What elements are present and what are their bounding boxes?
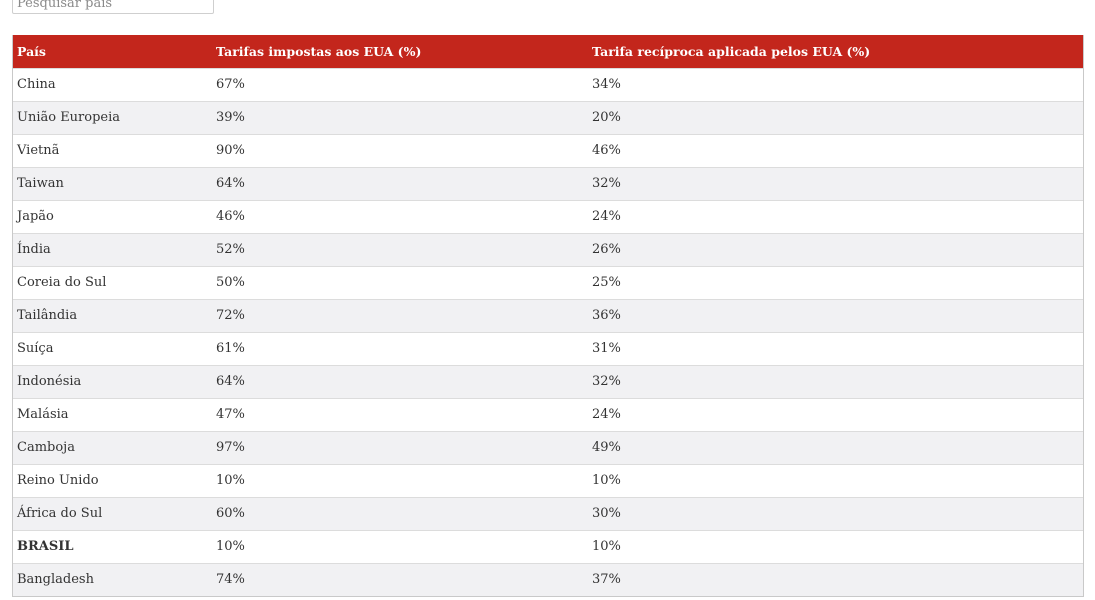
table-row: Reino Unido 10% 10% bbox=[13, 464, 1083, 497]
table-row: Japão 46% 24% bbox=[13, 200, 1083, 233]
cell-reciprocal-tariff: 30% bbox=[592, 506, 621, 521]
cell-imposed-tariff: 90% bbox=[216, 143, 245, 158]
table-row: Taiwan 64% 32% bbox=[13, 167, 1083, 200]
table-row: China 67% 34% bbox=[13, 68, 1083, 101]
cell-imposed-tariff: 60% bbox=[216, 506, 245, 521]
cell-reciprocal-tariff: 24% bbox=[592, 407, 621, 422]
cell-country: Reino Unido bbox=[17, 473, 99, 488]
table-row: Malásia 47% 24% bbox=[13, 398, 1083, 431]
table-header-row: País Tarifas impostas aos EUA (%) Tarifa… bbox=[13, 35, 1083, 68]
table-row: Suíça 61% 31% bbox=[13, 332, 1083, 365]
cell-country: África do Sul bbox=[17, 506, 103, 521]
cell-reciprocal-tariff: 46% bbox=[592, 143, 621, 158]
cell-country: Taiwan bbox=[17, 176, 64, 191]
cell-imposed-tariff: 64% bbox=[216, 374, 245, 389]
cell-reciprocal-tariff: 32% bbox=[592, 176, 621, 191]
cell-imposed-tariff: 46% bbox=[216, 209, 245, 224]
cell-reciprocal-tariff: 32% bbox=[592, 374, 621, 389]
cell-imposed-tariff: 47% bbox=[216, 407, 245, 422]
cell-imposed-tariff: 97% bbox=[216, 440, 245, 455]
table-row: BRASIL 10% 10% bbox=[13, 530, 1083, 563]
cell-imposed-tariff: 74% bbox=[216, 572, 245, 588]
cell-country: BRASIL bbox=[17, 539, 74, 554]
cell-reciprocal-tariff: 25% bbox=[592, 275, 621, 290]
table-body: China 67% 34% União Europeia 39% 20% Vietnã 90%… bbox=[13, 68, 1083, 596]
column-header-country[interactable]: País bbox=[17, 43, 46, 59]
cell-country: Malásia bbox=[17, 407, 69, 422]
column-header-imposed-tariff[interactable]: Tarifas impostas aos EUA (%) bbox=[216, 43, 422, 59]
cell-country: Coreia do Sul bbox=[17, 275, 107, 290]
cell-imposed-tariff: 50% bbox=[216, 275, 245, 290]
table-row: Tailândia 72% 36% bbox=[13, 299, 1083, 332]
cell-country: Bangladesh bbox=[17, 572, 94, 588]
cell-imposed-tariff: 67% bbox=[216, 77, 245, 92]
cell-reciprocal-tariff: 24% bbox=[592, 209, 621, 224]
table-row: Camboja 97% 49% bbox=[13, 431, 1083, 464]
cell-imposed-tariff: 72% bbox=[216, 308, 245, 323]
table-header: País Tarifas impostas aos EUA (%) Tarifa… bbox=[13, 35, 1083, 68]
cell-reciprocal-tariff: 36% bbox=[592, 308, 621, 323]
table-row: União Europeia 39% 20% bbox=[13, 101, 1083, 134]
tariff-table-container: País Tarifas impostas aos EUA (%) Tarifa… bbox=[12, 35, 1084, 597]
cell-reciprocal-tariff: 10% bbox=[592, 473, 621, 488]
cell-country: Indonésia bbox=[17, 374, 82, 389]
cell-reciprocal-tariff: 49% bbox=[592, 440, 621, 455]
cell-reciprocal-tariff: 20% bbox=[592, 110, 621, 125]
cell-imposed-tariff: 10% bbox=[216, 539, 245, 554]
cell-imposed-tariff: 52% bbox=[216, 242, 245, 257]
column-header-reciprocal-tariff[interactable]: Tarifa recíproca aplicada pelos EUA (%) bbox=[592, 43, 871, 59]
cell-imposed-tariff: 10% bbox=[216, 473, 245, 488]
cell-country: China bbox=[17, 77, 56, 92]
cell-country: Índia bbox=[17, 242, 51, 257]
table-row: Coreia do Sul 50% 25% bbox=[13, 266, 1083, 299]
table-row: Bangladesh 74% 37% bbox=[13, 563, 1083, 596]
table-row: Vietnã 90% 46% bbox=[13, 134, 1083, 167]
cell-imposed-tariff: 64% bbox=[216, 176, 245, 191]
cell-reciprocal-tariff: 31% bbox=[592, 341, 621, 356]
tariff-table: País Tarifas impostas aos EUA (%) Tarifa… bbox=[13, 35, 1083, 596]
cell-imposed-tariff: 39% bbox=[216, 110, 245, 125]
cell-reciprocal-tariff: 34% bbox=[592, 77, 621, 92]
cell-country: Camboja bbox=[17, 440, 75, 455]
cell-country: União Europeia bbox=[17, 110, 121, 125]
table-row: Indonésia 64% 32% bbox=[13, 365, 1083, 398]
table-row: África do Sul 60% 30% bbox=[13, 497, 1083, 530]
cell-reciprocal-tariff: 26% bbox=[592, 242, 621, 257]
cell-country: Vietnã bbox=[17, 143, 60, 158]
cell-country: Suíça bbox=[17, 341, 54, 356]
cell-country: Japão bbox=[17, 209, 54, 224]
search-input[interactable] bbox=[12, 0, 214, 14]
cell-country: Tailândia bbox=[17, 308, 78, 323]
table-row: Índia 52% 26% bbox=[13, 233, 1083, 266]
cell-imposed-tariff: 61% bbox=[216, 341, 245, 356]
cell-reciprocal-tariff: 10% bbox=[592, 539, 621, 554]
cell-reciprocal-tariff: 37% bbox=[592, 572, 621, 588]
